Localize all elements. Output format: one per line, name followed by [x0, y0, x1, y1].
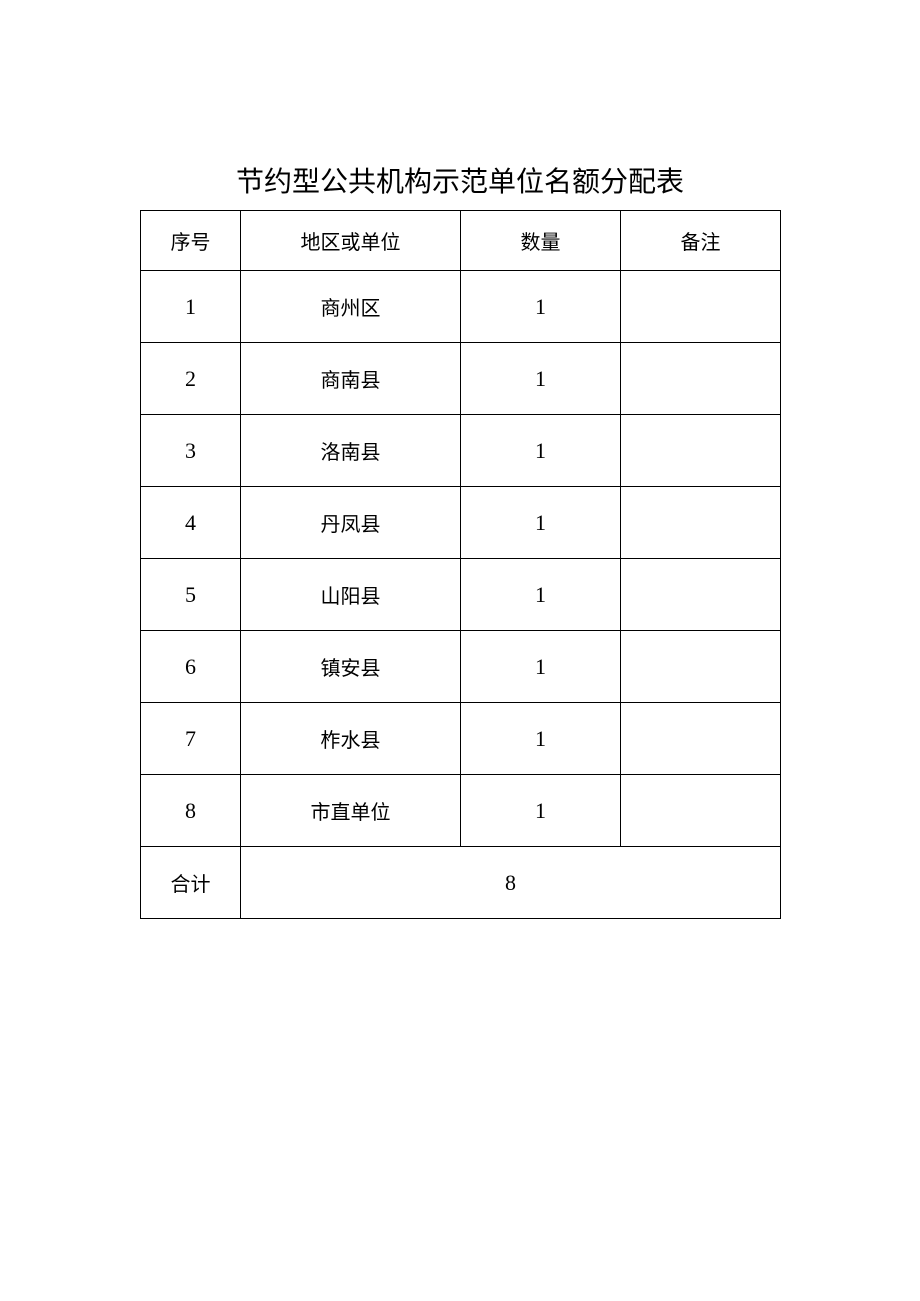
- table-row: 4 丹凤县 1: [141, 487, 781, 559]
- header-qty: 数量: [461, 211, 621, 271]
- table-row: 6 镇安县 1: [141, 631, 781, 703]
- cell-region: 商州区: [241, 271, 461, 343]
- table-row: 1 商州区 1: [141, 271, 781, 343]
- cell-qty: 1: [461, 775, 621, 847]
- table-header-row: 序号 地区或单位 数量 备注: [141, 211, 781, 271]
- cell-notes: [621, 703, 781, 775]
- cell-qty: 1: [461, 415, 621, 487]
- cell-region: 镇安县: [241, 631, 461, 703]
- table-row: 2 商南县 1: [141, 343, 781, 415]
- cell-region: 丹凤县: [241, 487, 461, 559]
- cell-region: 市直单位: [241, 775, 461, 847]
- cell-qty: 1: [461, 559, 621, 631]
- cell-qty: 1: [461, 631, 621, 703]
- cell-region: 山阳县: [241, 559, 461, 631]
- cell-qty: 1: [461, 343, 621, 415]
- cell-seq: 4: [141, 487, 241, 559]
- cell-qty: 1: [461, 487, 621, 559]
- cell-region: 洛南县: [241, 415, 461, 487]
- cell-notes: [621, 415, 781, 487]
- table-body: 1 商州区 1 2 商南县 1 3 洛南县 1 4 丹凤县 1: [141, 271, 781, 919]
- total-label: 合计: [141, 847, 241, 919]
- cell-seq: 7: [141, 703, 241, 775]
- cell-qty: 1: [461, 271, 621, 343]
- allocation-table: 序号 地区或单位 数量 备注 1 商州区 1 2 商南县 1 3 洛南县: [140, 210, 781, 919]
- table-row: 5 山阳县 1: [141, 559, 781, 631]
- cell-qty: 1: [461, 703, 621, 775]
- cell-seq: 8: [141, 775, 241, 847]
- total-value: 8: [241, 847, 781, 919]
- cell-notes: [621, 631, 781, 703]
- header-seq: 序号: [141, 211, 241, 271]
- table-row: 8 市直单位 1: [141, 775, 781, 847]
- page-title: 节约型公共机构示范单位名额分配表: [140, 160, 780, 200]
- cell-notes: [621, 343, 781, 415]
- cell-region: 商南县: [241, 343, 461, 415]
- cell-notes: [621, 271, 781, 343]
- table-total-row: 合计 8: [141, 847, 781, 919]
- header-notes: 备注: [621, 211, 781, 271]
- table-row: 3 洛南县 1: [141, 415, 781, 487]
- cell-seq: 1: [141, 271, 241, 343]
- cell-notes: [621, 487, 781, 559]
- cell-notes: [621, 775, 781, 847]
- cell-region: 柞水县: [241, 703, 461, 775]
- table-row: 7 柞水县 1: [141, 703, 781, 775]
- cell-seq: 5: [141, 559, 241, 631]
- cell-seq: 2: [141, 343, 241, 415]
- cell-notes: [621, 559, 781, 631]
- header-region: 地区或单位: [241, 211, 461, 271]
- document-container: 节约型公共机构示范单位名额分配表 序号 地区或单位 数量 备注 1 商州区 1: [140, 160, 780, 919]
- cell-seq: 3: [141, 415, 241, 487]
- cell-seq: 6: [141, 631, 241, 703]
